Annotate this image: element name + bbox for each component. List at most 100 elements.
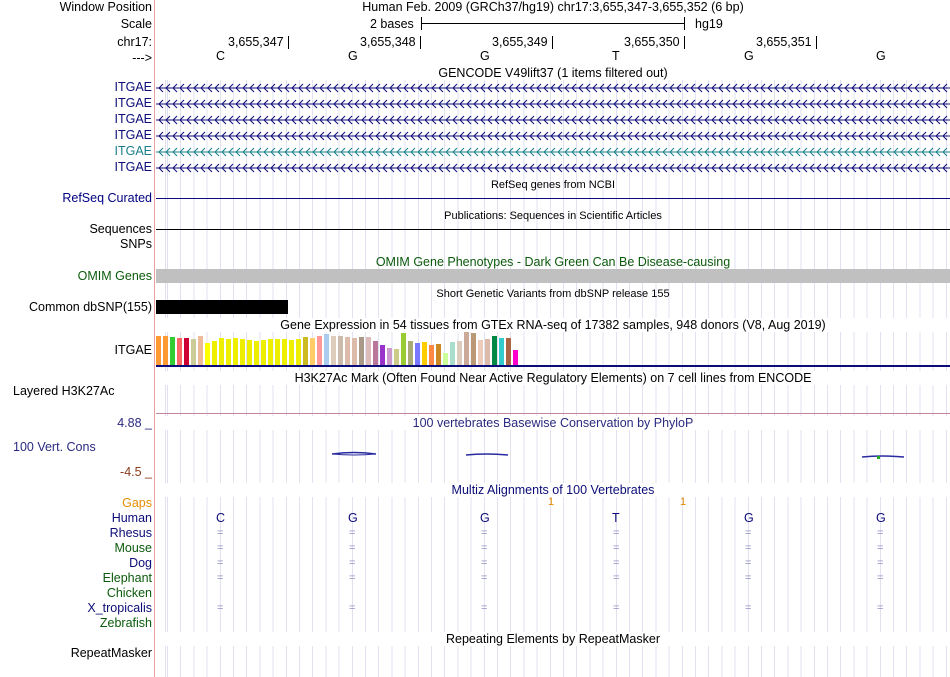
gencode-item-label[interactable]: ITGAE	[114, 80, 152, 94]
strand-arrow	[865, 99, 871, 109]
gtex-tissue-bar[interactable]	[240, 339, 245, 365]
gtex-tissue-bar[interactable]	[387, 348, 392, 365]
species-label[interactable]: Mouse	[114, 541, 152, 555]
gtex-tissue-bar[interactable]	[163, 336, 168, 365]
gencode-transcript[interactable]	[156, 115, 950, 125]
gtex-tissue-bar[interactable]	[170, 337, 175, 365]
omim-feature-bar[interactable]	[156, 269, 950, 283]
gtex-tissue-bar[interactable]	[380, 345, 385, 365]
strand-arrow	[683, 83, 689, 93]
gtex-bar-chart[interactable]	[156, 330, 950, 365]
ruler-position: 3,655,350	[624, 35, 680, 49]
gtex-tissue-bar[interactable]	[331, 336, 336, 365]
gencode-item-label[interactable]: ITGAE	[114, 160, 152, 174]
phylop-track-label[interactable]: 100 Vert. Cons	[13, 440, 96, 454]
snps-track-label[interactable]: SNPs	[120, 237, 152, 251]
species-label[interactable]: X_tropicalis	[87, 601, 152, 615]
gtex-tissue-bar[interactable]	[338, 336, 343, 365]
species-label[interactable]: Zebrafish	[99, 616, 152, 630]
gtex-tissue-bar[interactable]	[191, 339, 196, 365]
gtex-track-label[interactable]: ITGAE	[114, 343, 152, 357]
gtex-tissue-bar[interactable]	[457, 341, 462, 365]
gtex-tissue-bar[interactable]	[282, 339, 287, 365]
gtex-tissue-bar[interactable]	[429, 345, 434, 365]
gtex-tissue-bar[interactable]	[506, 338, 511, 365]
gencode-item-label[interactable]: ITGAE	[114, 144, 152, 158]
gtex-tissue-bar[interactable]	[156, 336, 161, 365]
gtex-tissue-bar[interactable]	[450, 342, 455, 365]
gtex-tissue-bar[interactable]	[464, 332, 469, 365]
gtex-tissue-bar[interactable]	[415, 343, 420, 365]
strand-arrow	[522, 99, 528, 109]
strand-arrow	[543, 83, 549, 93]
gtex-tissue-bar[interactable]	[303, 337, 308, 365]
gtex-tissue-bar[interactable]	[226, 339, 231, 365]
gtex-tissue-bar[interactable]	[478, 340, 483, 365]
gtex-tissue-bar[interactable]	[443, 353, 448, 365]
h3k27ac-track-label[interactable]: Layered H3K27Ac	[13, 384, 115, 398]
gencode-item-label[interactable]: ITGAE	[114, 112, 152, 126]
species-label[interactable]: Elephant	[102, 571, 152, 585]
gencode-transcript[interactable]	[156, 99, 950, 109]
gencode-transcript[interactable]	[156, 163, 950, 173]
gencode-transcript[interactable]	[156, 147, 950, 157]
strand-arrow	[186, 99, 192, 109]
gtex-tissue-bar[interactable]	[366, 337, 371, 365]
strand-arrow	[522, 147, 528, 157]
repeatmasker-track-label[interactable]: RepeatMasker	[70, 646, 152, 660]
gtex-tissue-bar[interactable]	[233, 338, 238, 365]
gtex-tissue-bar[interactable]	[471, 333, 476, 365]
omim-track-label[interactable]: OMIM Genes	[77, 269, 152, 283]
gtex-tissue-bar[interactable]	[289, 340, 294, 365]
alignment-match: =	[877, 527, 884, 539]
gencode-item-label[interactable]: ITGAE	[114, 128, 152, 142]
gtex-tissue-bar[interactable]	[401, 333, 406, 365]
gtex-tissue-bar[interactable]	[268, 339, 273, 365]
gtex-tissue-bar[interactable]	[359, 337, 364, 365]
gtex-tissue-bar[interactable]	[247, 340, 252, 365]
gtex-tissue-bar[interactable]	[184, 338, 189, 365]
refseq-track-label[interactable]: RefSeq Curated	[62, 191, 152, 205]
gencode-transcript[interactable]	[156, 131, 950, 141]
dbsnp-variant[interactable]	[156, 300, 288, 314]
gtex-tissue-bar[interactable]	[177, 338, 182, 365]
publications-track-label[interactable]: Sequences	[89, 222, 152, 236]
gtex-tissue-bar[interactable]	[499, 338, 504, 365]
phylop-signal[interactable]	[156, 445, 950, 465]
gtex-tissue-bar[interactable]	[422, 342, 427, 365]
gtex-tissue-bar[interactable]	[352, 338, 357, 365]
gtex-tissue-bar[interactable]	[394, 349, 399, 365]
publications-line[interactable]	[156, 229, 950, 230]
base-position-ruler[interactable]: 3,655,347 3,655,348 3,655,349 3,655,350 …	[156, 34, 950, 68]
strand-arrow	[935, 163, 941, 173]
dbsnp-track-label[interactable]: Common dbSNP(155)	[29, 300, 152, 314]
gencode-item-label[interactable]: ITGAE	[114, 96, 152, 110]
strand-arrow	[865, 163, 871, 173]
gtex-tissue-bar[interactable]	[205, 343, 210, 365]
gtex-tissue-bar[interactable]	[310, 338, 315, 365]
gtex-tissue-bar[interactable]	[373, 341, 378, 365]
gtex-tissue-bar[interactable]	[296, 339, 301, 365]
gtex-tissue-bar[interactable]	[513, 350, 518, 365]
refseq-gene-line[interactable]	[156, 198, 950, 199]
gtex-tissue-bar[interactable]	[345, 337, 350, 365]
species-label[interactable]: Chicken	[106, 586, 152, 600]
strand-arrow	[795, 83, 801, 93]
gtex-tissue-bar[interactable]	[317, 336, 322, 365]
species-label[interactable]: Rhesus	[109, 526, 152, 540]
species-label[interactable]: Dog	[129, 556, 152, 570]
gtex-tissue-bar[interactable]	[275, 339, 280, 365]
gtex-tissue-bar[interactable]	[198, 336, 203, 365]
gtex-tissue-bar[interactable]	[408, 341, 413, 365]
gencode-transcript[interactable]	[156, 83, 950, 93]
gtex-tissue-bar[interactable]	[261, 340, 266, 365]
gtex-tissue-bar[interactable]	[436, 344, 441, 365]
species-label[interactable]: Human	[111, 511, 152, 525]
gtex-tissue-bar[interactable]	[254, 341, 259, 365]
gtex-tissue-bar[interactable]	[212, 341, 217, 365]
gtex-tissue-bar[interactable]	[219, 338, 224, 365]
gtex-tissue-bar[interactable]	[492, 336, 497, 365]
gtex-tissue-bar[interactable]	[485, 339, 490, 365]
strand-arrow	[921, 147, 927, 157]
gtex-tissue-bar[interactable]	[324, 334, 329, 365]
